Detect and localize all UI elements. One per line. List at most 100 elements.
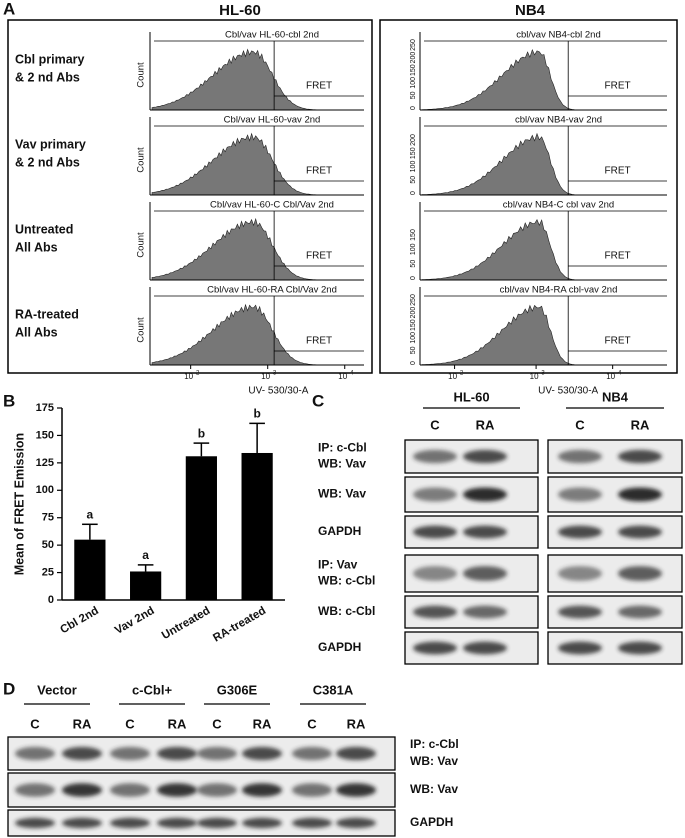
row-label: WB: Vav	[318, 457, 366, 471]
lane-label: C	[430, 417, 440, 432]
blot-band	[15, 746, 55, 761]
blot-band	[558, 487, 602, 502]
blot-band	[413, 641, 457, 655]
significance-letter: a	[87, 507, 94, 521]
blot-band	[292, 746, 332, 761]
row-label: GAPDH	[318, 640, 361, 654]
x-axis-label: UV- 530/30-A	[538, 386, 598, 397]
x-tick-label: Vav 2nd	[113, 605, 157, 637]
y-tick-label: 50	[42, 539, 54, 551]
lane-label: RA	[347, 716, 366, 731]
y-tick-label: 50	[410, 260, 417, 268]
y-tick-label: 200	[410, 52, 417, 64]
y-tick-label: 175	[36, 402, 54, 414]
plot-title: Cbl/vav HL-60-C Cbl/Vav 2nd	[210, 200, 334, 211]
y-tick-label: 50	[410, 176, 417, 184]
plot-title: Cbl/vav HL-60-cbl 2nd	[225, 30, 319, 41]
blot-band	[413, 566, 457, 581]
histogram	[151, 132, 356, 196]
y-tick-label: 100	[410, 161, 417, 173]
y-tick-label: 100	[410, 77, 417, 89]
blot-band	[463, 449, 507, 464]
group-label: Vector	[37, 682, 77, 697]
blot-band	[242, 783, 282, 797]
y-axis-label: Count	[136, 62, 147, 88]
group-label: G306E	[217, 682, 258, 697]
bar	[130, 571, 162, 600]
row-label: IP: Vav	[318, 558, 358, 572]
x-tick-exponent: 4	[350, 371, 354, 377]
lane-label: RA	[168, 716, 187, 731]
blot-band	[618, 487, 662, 502]
column-title: HL-60	[219, 2, 261, 19]
significance-letter: a	[142, 548, 149, 562]
row-label: & 2 nd Abs	[15, 155, 80, 169]
blot-band	[618, 449, 662, 464]
significance-letter: b	[198, 426, 205, 440]
panel-label: C	[312, 391, 324, 410]
bar	[74, 539, 106, 600]
blot-band	[413, 525, 457, 539]
plot-title: Cbl/vav HL-60-RA Cbl/Vav 2nd	[207, 285, 337, 296]
blot-band	[558, 449, 602, 464]
y-tick-label: 250	[410, 39, 417, 51]
y-tick-label: 150	[410, 147, 417, 159]
lane-label: C	[125, 716, 135, 731]
gate-label: FRET	[306, 166, 332, 177]
gate-label: FRET	[306, 81, 332, 92]
blot-band	[413, 449, 457, 464]
blot-band	[558, 525, 602, 539]
y-tick-label: 200	[410, 134, 417, 146]
y-tick-label: 0	[48, 594, 54, 606]
blot-band	[463, 566, 507, 581]
panel-a-frame	[379, 19, 678, 374]
x-tick-label: 10	[448, 372, 457, 381]
blot-band	[62, 783, 102, 797]
panel-label: B	[3, 391, 15, 410]
lane-label: C	[307, 716, 317, 731]
y-axis-label: Mean of FRET Emission	[12, 433, 26, 575]
row-label: Vav primary	[15, 137, 86, 151]
gate-label: FRET	[306, 336, 332, 347]
gate-label: FRET	[306, 251, 332, 262]
row-label: All Abs	[15, 240, 58, 254]
x-tick-label: Cbl 2nd	[58, 605, 101, 636]
y-tick-label: 25	[42, 566, 54, 578]
row-label: IP: c-Cbl	[318, 441, 367, 455]
plot-title: cbl/vav NB4-C cbl vav 2nd	[503, 200, 614, 211]
blot-band	[157, 746, 197, 761]
row-label: WB: Vav	[318, 487, 366, 501]
x-tick-exponent: 2	[196, 371, 200, 377]
row-label: Cbl primary	[15, 52, 85, 66]
blot-band	[618, 641, 662, 655]
row-label: WB: Vav	[410, 782, 458, 796]
panel-label: D	[3, 679, 15, 698]
blot-band	[110, 746, 150, 761]
blot-band	[292, 817, 332, 829]
blot-band	[197, 746, 237, 761]
x-tick-label: RA-treated	[211, 605, 268, 645]
y-tick-label: 0	[410, 361, 417, 365]
y-tick-label: 100	[36, 484, 54, 496]
row-label: IP: c-Cbl	[410, 737, 459, 751]
y-tick-label: 150	[36, 429, 54, 441]
gate-label: FRET	[605, 336, 631, 347]
row-label: & 2 nd Abs	[15, 70, 80, 84]
blot-band	[242, 817, 282, 829]
x-tick-label: 10	[338, 372, 347, 381]
blot-band	[62, 817, 102, 829]
lane-label: C	[212, 716, 222, 731]
group-label: NB4	[602, 389, 629, 404]
blot-band	[197, 817, 237, 829]
y-tick-label: 75	[42, 512, 54, 524]
row-label: GAPDH	[410, 815, 453, 829]
row-label: WB: c-Cbl	[318, 574, 375, 588]
blot-band	[336, 746, 376, 761]
bar	[185, 456, 217, 600]
blot-band	[413, 487, 457, 502]
row-label: WB: Vav	[410, 754, 458, 768]
blot-band	[558, 641, 602, 655]
panel-a-frame	[7, 19, 373, 374]
plot-title: cbl/vav NB4-RA cbl-vav 2nd	[500, 285, 618, 296]
